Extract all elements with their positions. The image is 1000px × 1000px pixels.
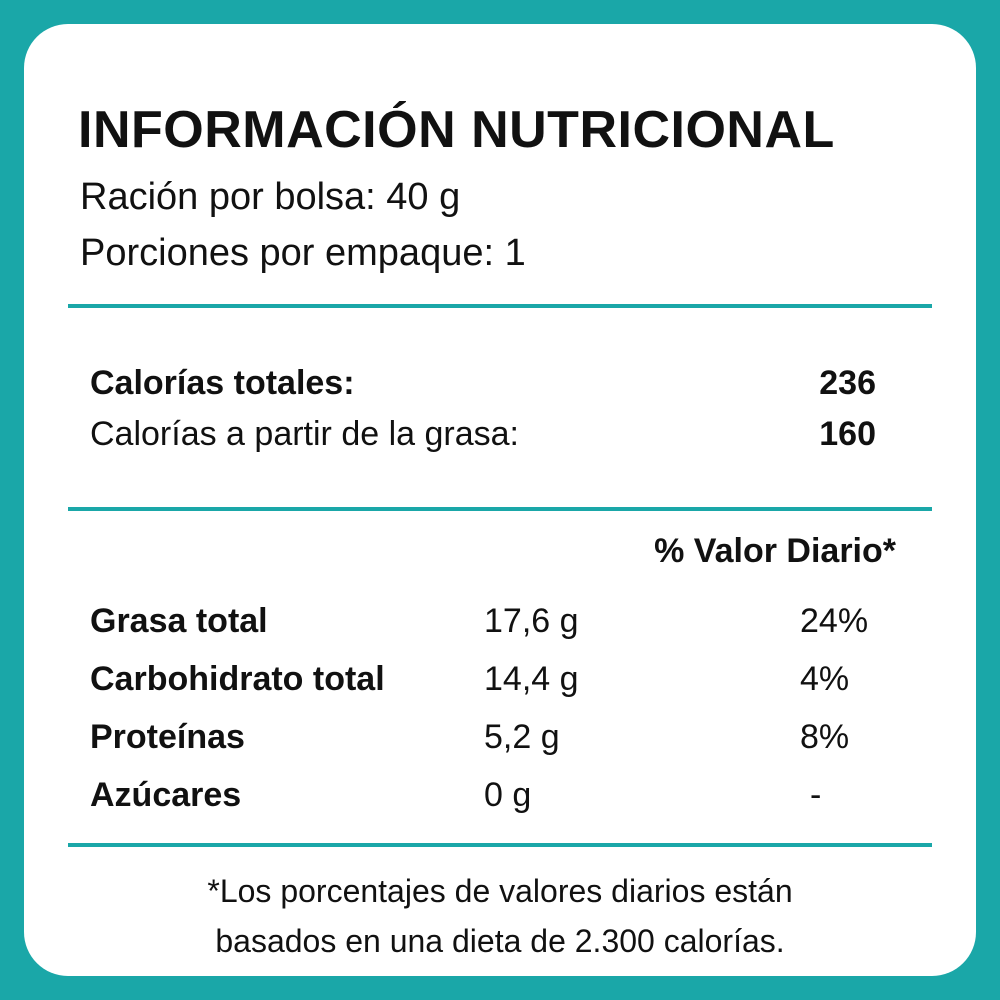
nutrient-name: Carbohidrato total — [90, 660, 385, 698]
nutrient-amount: 0 g — [484, 776, 532, 814]
footnote: *Los porcentajes de valores diarios está… — [24, 866, 976, 966]
nutrient-row-total-fat: Grasa total 17,6 g 24% — [90, 602, 900, 646]
nutrient-row-protein: Proteínas 5,2 g 8% — [90, 718, 900, 762]
fat-calories-label: Calorías a partir de la grasa: — [90, 415, 519, 453]
footnote-line: *Los porcentajes de valores diarios está… — [207, 873, 793, 909]
nutrient-daily-value: 24% — [800, 602, 869, 640]
nutrient-name: Azúcares — [90, 776, 242, 814]
divider — [68, 304, 932, 308]
footnote-line: basados en una dieta de 2.300 calorías. — [215, 923, 785, 959]
nutrient-amount: 17,6 g — [484, 602, 579, 640]
daily-value-header: % Valor Diario* — [654, 532, 896, 570]
nutrient-amount: 5,2 g — [484, 718, 560, 756]
nutrient-amount: 14,4 g — [484, 660, 579, 698]
total-calories-label: Calorías totales: — [90, 364, 355, 402]
nutrient-name: Proteínas — [90, 718, 245, 756]
nutrient-row-sugars: Azúcares 0 g - — [90, 776, 900, 820]
divider — [68, 843, 932, 847]
nutrient-daily-value: 4% — [800, 660, 850, 698]
servings-per-package: Porciones por empaque: 1 — [80, 232, 526, 274]
divider — [68, 507, 932, 511]
fat-calories-value: 160 — [819, 415, 876, 453]
nutrient-daily-value: - — [810, 776, 822, 814]
nutrient-daily-value: 8% — [800, 718, 850, 756]
nutrient-row-total-carbohydrate: Carbohidrato total 14,4 g 4% — [90, 660, 900, 704]
label-title: INFORMACIÓN NUTRICIONAL — [78, 101, 835, 159]
total-calories-row: Calorías totales: 236 — [90, 364, 876, 403]
nutrition-label-card: INFORMACIÓN NUTRICIONAL Ración por bolsa… — [24, 24, 976, 976]
nutrient-name: Grasa total — [90, 602, 268, 640]
fat-calories-row: Calorías a partir de la grasa: 160 — [90, 415, 876, 454]
serving-size: Ración por bolsa: 40 g — [80, 176, 461, 218]
total-calories-value: 236 — [819, 364, 876, 402]
